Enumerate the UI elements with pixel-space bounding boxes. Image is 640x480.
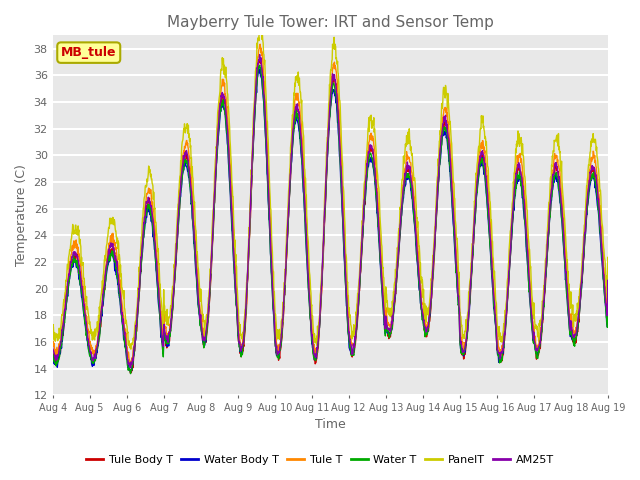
Text: MB_tule: MB_tule [61,46,116,59]
Line: Water T: Water T [52,65,640,373]
Line: Tule T: Tule T [52,44,640,366]
Line: AM25T: AM25T [52,55,640,368]
Y-axis label: Temperature (C): Temperature (C) [15,164,28,266]
Line: Water Body T: Water Body T [52,69,640,371]
Line: PanelT: PanelT [52,20,640,349]
Legend: Tule Body T, Water Body T, Tule T, Water T, PanelT, AM25T: Tule Body T, Water Body T, Tule T, Water… [82,451,558,469]
Line: Tule Body T: Tule Body T [52,58,640,373]
Title: Mayberry Tule Tower: IRT and Sensor Temp: Mayberry Tule Tower: IRT and Sensor Temp [167,15,493,30]
X-axis label: Time: Time [315,419,346,432]
